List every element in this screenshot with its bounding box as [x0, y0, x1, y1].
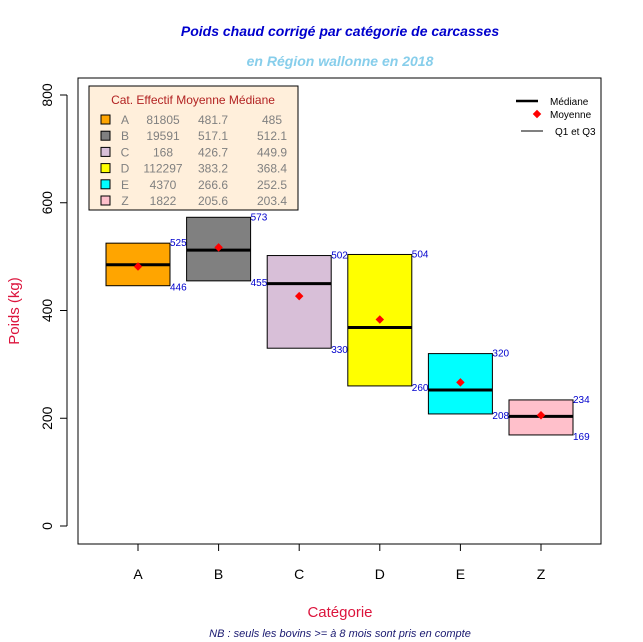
legend-cat: B — [121, 129, 129, 143]
symbol-legend: Médiane Moyenne Q1 et Q3 — [516, 97, 596, 138]
legend-effectif: 4370 — [150, 178, 177, 192]
q1-label: 455 — [251, 278, 268, 289]
y-tick-label: 200 — [39, 406, 55, 430]
legend-effectif: 81805 — [146, 113, 180, 127]
legend-label: Moyenne — [550, 110, 592, 121]
legend-mediane: 512.1 — [257, 129, 287, 143]
x-tick-label: Z — [537, 566, 546, 582]
q1-label: 330 — [331, 345, 348, 356]
legend-swatch — [100, 130, 111, 141]
legend-cat: C — [121, 145, 130, 159]
x-tick-label: D — [375, 566, 385, 582]
legend-box — [88, 85, 299, 211]
chart-title: Poids chaud corrigé par catégorie de car… — [181, 23, 499, 39]
q1-label: 446 — [170, 283, 187, 294]
x-tick-label: C — [294, 566, 304, 582]
x-tick-label: A — [133, 566, 143, 582]
legend-swatch — [100, 114, 111, 125]
y-tick-label: 800 — [39, 83, 55, 107]
legend-cat: A — [121, 113, 129, 127]
mean-marker — [375, 315, 385, 324]
legend-mediane: 449.9 — [257, 145, 287, 159]
q3-label: 573 — [251, 212, 268, 223]
q1-label: 169 — [573, 432, 590, 443]
legend-swatch — [100, 146, 111, 157]
q1-label: 260 — [412, 383, 429, 394]
q3-label: 320 — [492, 349, 509, 360]
legend-cat: E — [121, 178, 129, 192]
legend-effectif: 168 — [153, 145, 173, 159]
mean-legend-marker — [532, 109, 542, 119]
y-axis-label: Poids (kg) — [6, 277, 23, 345]
legend-swatch — [100, 179, 111, 190]
legend-effectif: 1822 — [150, 194, 177, 208]
legend-swatch — [100, 195, 111, 206]
q3-label: 525 — [170, 238, 187, 249]
summary-table-legend: Cat. Effectif Moyenne Médiane A 81805 481.7… — [88, 85, 299, 211]
box-E — [427, 353, 493, 415]
x-tick-label: E — [456, 566, 465, 582]
legend-mediane: 203.4 — [257, 194, 287, 208]
mean-marker — [536, 410, 546, 420]
mean-marker — [133, 262, 143, 271]
legend-effectif: 19591 — [146, 129, 180, 143]
y-tick-label: 0 — [39, 522, 55, 530]
x-tick-label: B — [214, 566, 223, 582]
legend-label: Médiane — [550, 97, 589, 108]
legend-cat: D — [121, 162, 130, 176]
chart-subtitle: en Région wallonne en 2018 — [247, 53, 434, 69]
mean-marker — [214, 243, 223, 252]
q3-label: 502 — [331, 251, 348, 262]
legend-moyenne: 517.1 — [198, 129, 228, 143]
legend-moyenne: 205.6 — [198, 194, 228, 208]
mean-marker — [294, 291, 304, 301]
legend-mediane: 368.4 — [257, 162, 287, 176]
x-axis-label: Catégorie — [307, 604, 372, 621]
legend-mediane: 252.5 — [257, 178, 287, 192]
legend-effectif: 112297 — [143, 162, 182, 176]
mean-marker — [456, 378, 465, 387]
q3-label: 234 — [573, 395, 590, 406]
legend-moyenne: 266.6 — [198, 178, 228, 192]
legend-cat: Z — [121, 194, 128, 208]
legend-label: Q1 et Q3 — [555, 127, 596, 138]
legend-moyenne: 426.7 — [198, 145, 228, 159]
legend-header: Cat. Effectif Moyenne Médiane — [111, 93, 275, 107]
y-tick-label: 600 — [39, 191, 55, 215]
legend-mediane: 485 — [262, 113, 282, 127]
footnote: NB : seuls les bovins >= à 8 mois sont p… — [209, 628, 471, 640]
legend-moyenne: 383.2 — [198, 162, 228, 176]
box-C — [266, 255, 332, 349]
q1-label: 208 — [492, 411, 509, 422]
legend-swatch — [100, 163, 111, 174]
q3-label: 504 — [412, 249, 429, 260]
legend-moyenne: 481.7 — [198, 113, 228, 127]
y-tick-label: 400 — [39, 299, 55, 323]
